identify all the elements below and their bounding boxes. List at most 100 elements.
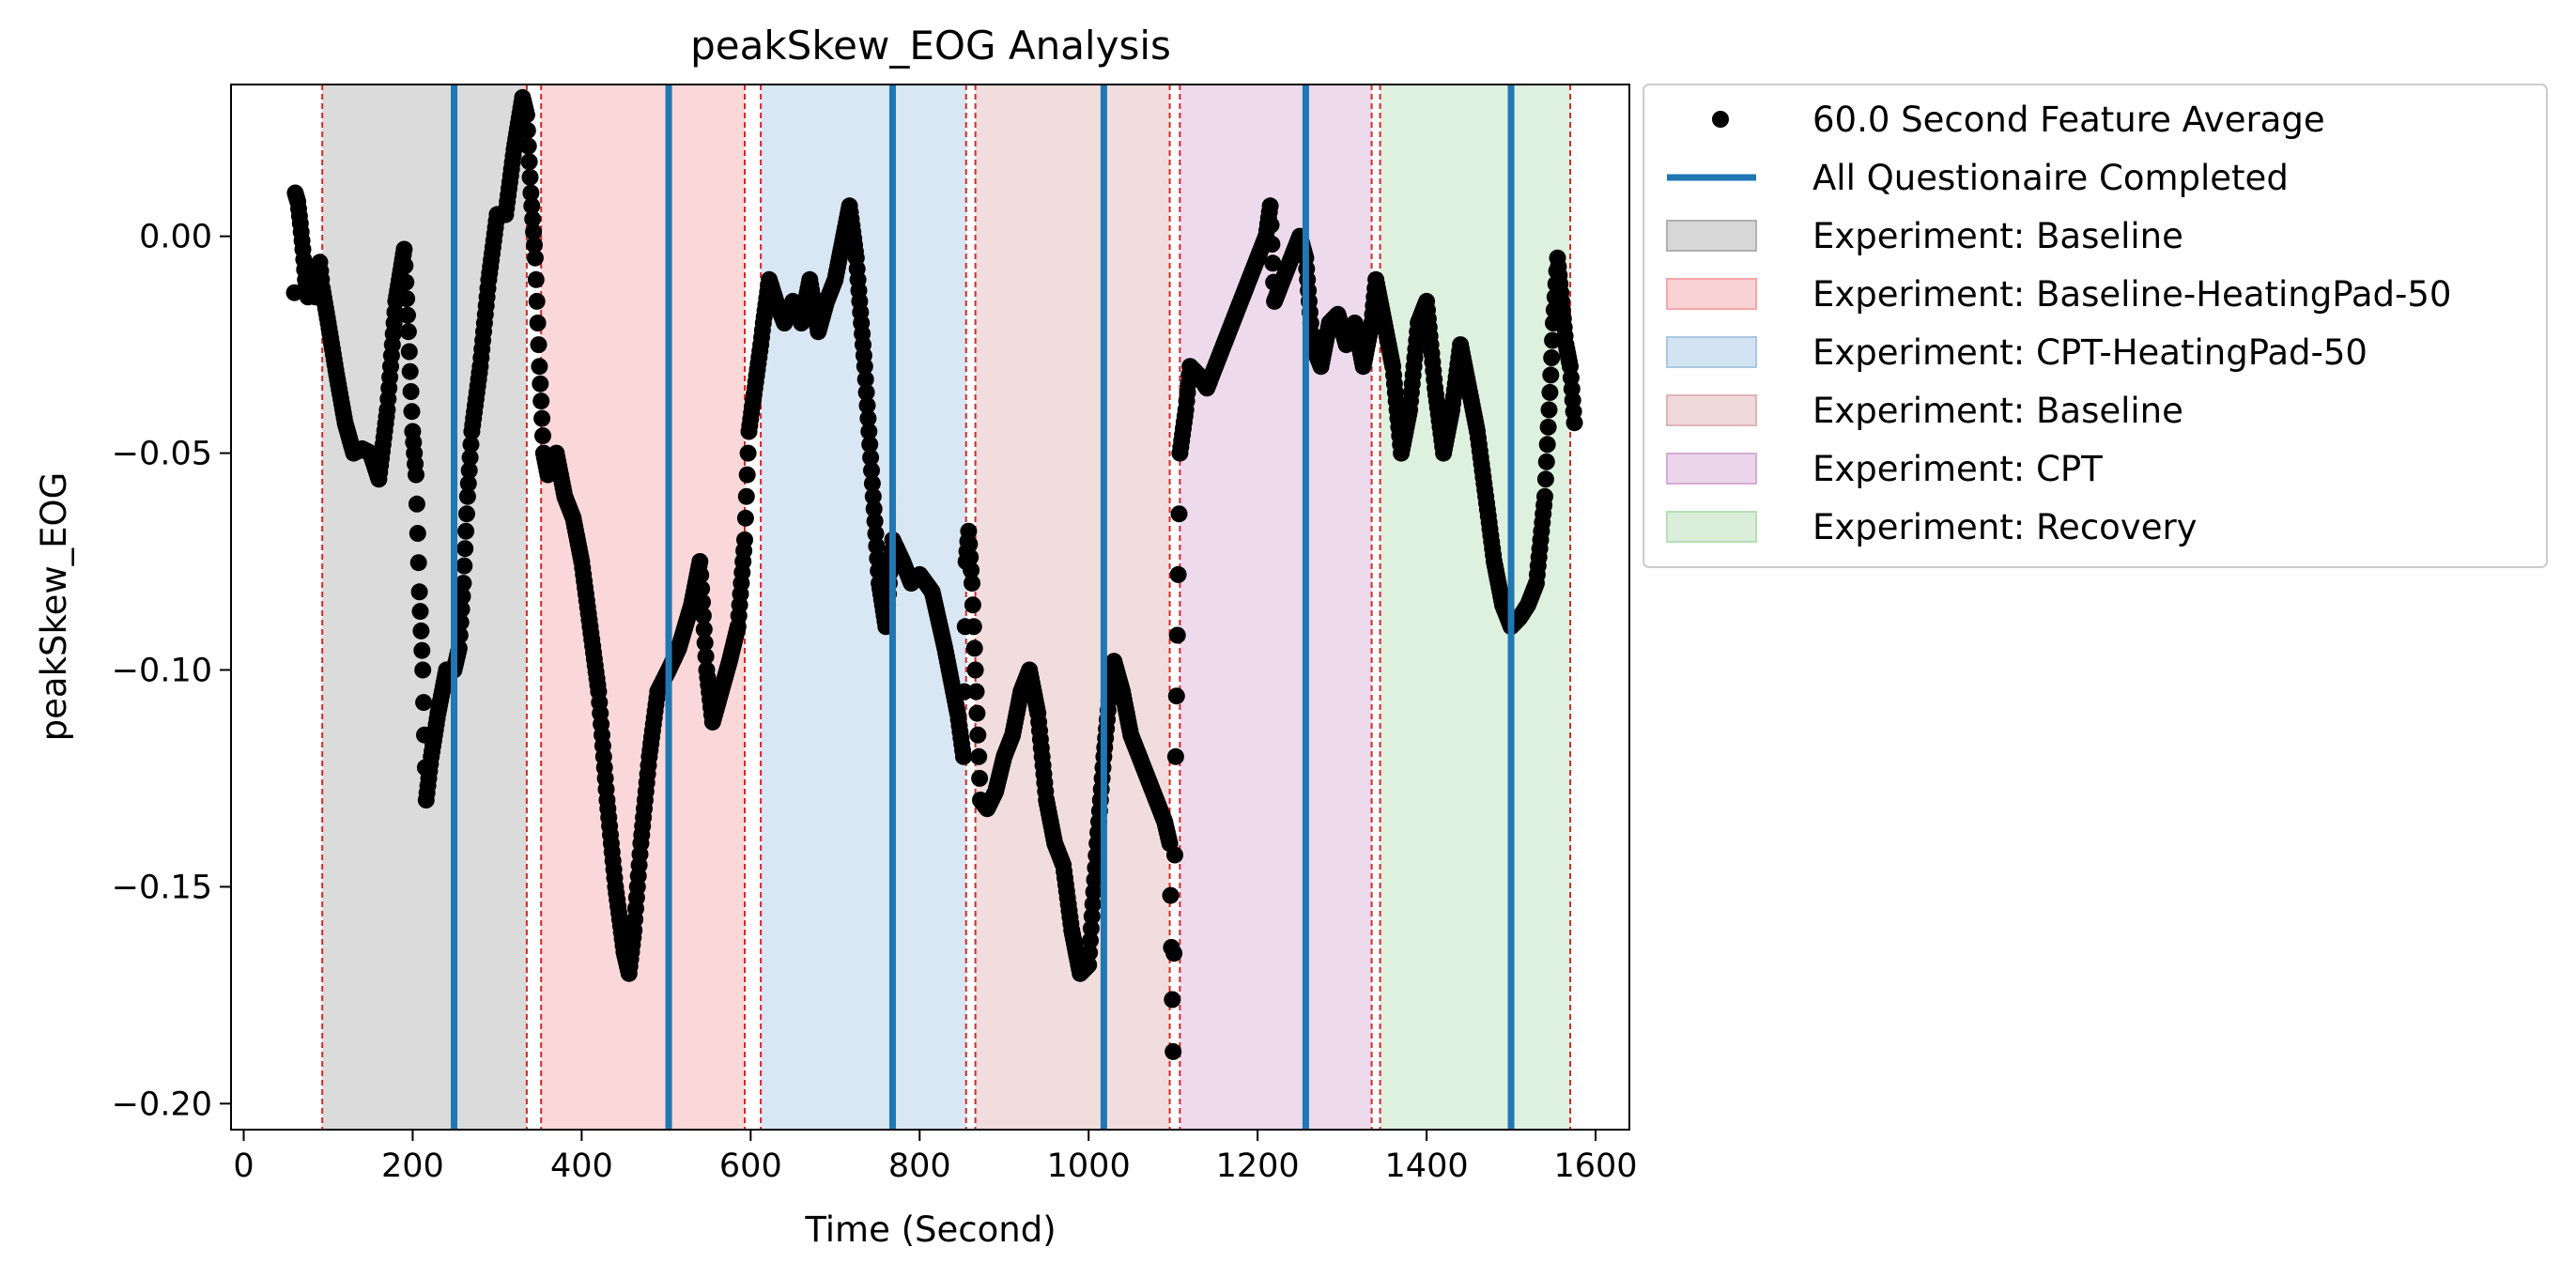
data-point bbox=[869, 549, 887, 567]
data-point bbox=[395, 240, 413, 258]
data-point bbox=[962, 548, 979, 566]
data-point bbox=[1264, 254, 1282, 272]
data-point bbox=[526, 249, 544, 267]
plot-frame bbox=[230, 84, 1630, 1131]
data-point bbox=[530, 336, 548, 354]
data-point bbox=[523, 197, 541, 215]
data-point bbox=[457, 522, 475, 540]
experiment-spans bbox=[322, 85, 1571, 1130]
data-point bbox=[964, 618, 982, 636]
data-point bbox=[1083, 907, 1101, 925]
data-point bbox=[694, 607, 712, 624]
data-point bbox=[396, 257, 414, 274]
data-point bbox=[455, 575, 472, 593]
data-point bbox=[400, 343, 418, 361]
legend-patch-swatch bbox=[1666, 336, 1757, 368]
data-point bbox=[963, 562, 980, 579]
legend-patch-swatch bbox=[1666, 220, 1757, 252]
data-point bbox=[520, 153, 538, 171]
data-point bbox=[860, 423, 878, 440]
data-point bbox=[1166, 846, 1183, 864]
data-point bbox=[966, 661, 984, 679]
data-point bbox=[1263, 236, 1281, 253]
legend: 60.0 Second Feature Average All Questiona… bbox=[1643, 84, 2548, 568]
legend-label: Experiment: Baseline-HeatingPad-50 bbox=[1812, 274, 2451, 315]
data-point bbox=[1566, 414, 1583, 432]
data-point bbox=[526, 236, 543, 254]
legend-items: 60.0 Second Feature Average All Questiona… bbox=[1666, 100, 2451, 547]
x-tick-label: 800 bbox=[888, 1147, 951, 1185]
data-point bbox=[863, 474, 881, 492]
data-point bbox=[1087, 859, 1104, 877]
data-point bbox=[412, 622, 430, 639]
data-point bbox=[967, 683, 985, 701]
data-point bbox=[693, 579, 711, 597]
data-point bbox=[1085, 883, 1103, 901]
y-tick-label: −0.20 bbox=[112, 1086, 212, 1123]
data-point bbox=[970, 747, 988, 765]
data-point bbox=[856, 358, 873, 376]
data-point bbox=[1084, 895, 1102, 913]
data-point bbox=[460, 462, 478, 479]
data-point bbox=[961, 535, 979, 553]
data-point bbox=[525, 223, 543, 240]
data-point bbox=[971, 769, 989, 787]
data-point bbox=[738, 466, 756, 484]
data-point bbox=[1170, 505, 1188, 523]
data-point bbox=[1082, 919, 1100, 937]
data-point bbox=[736, 531, 753, 548]
y-axis-label: peakSkew_EOG bbox=[34, 472, 74, 742]
data-point bbox=[862, 449, 880, 467]
data-point bbox=[399, 323, 417, 341]
data-point bbox=[458, 487, 476, 505]
x-tick-label: 400 bbox=[550, 1147, 613, 1185]
data-point bbox=[409, 525, 426, 542]
y-axis-ticks: 0.00 −0.05 −0.10 −0.15 −0.20 bbox=[112, 219, 231, 1123]
legend-label: 60.0 Second Feature Average bbox=[1812, 100, 2325, 140]
data-point bbox=[522, 184, 540, 202]
data-point bbox=[1081, 944, 1099, 962]
data-point bbox=[1164, 991, 1181, 1009]
data-point bbox=[408, 466, 424, 484]
data-point bbox=[533, 409, 551, 427]
x-tick-label: 1400 bbox=[1385, 1147, 1469, 1185]
plot-area bbox=[285, 85, 1583, 1130]
y-tick-label: 0.00 bbox=[139, 219, 212, 256]
data-point bbox=[736, 509, 754, 527]
legend-label: All Questionaire Completed bbox=[1812, 158, 2289, 198]
data-point bbox=[397, 273, 415, 291]
data-point bbox=[528, 292, 546, 310]
data-point bbox=[398, 290, 416, 308]
data-point bbox=[1168, 626, 1186, 644]
data-point bbox=[1086, 871, 1103, 888]
data-point bbox=[399, 306, 416, 324]
data-point bbox=[1261, 197, 1279, 215]
x-tick-label: 1600 bbox=[1553, 1147, 1637, 1185]
x-tick-label: 1200 bbox=[1216, 1147, 1300, 1185]
legend-label: Experiment: Baseline bbox=[1812, 391, 2183, 431]
y-tick-label: −0.10 bbox=[112, 652, 212, 689]
legend-patch-swatch bbox=[1666, 511, 1757, 543]
data-point bbox=[863, 462, 880, 479]
data-point bbox=[453, 600, 470, 618]
data-point bbox=[691, 553, 709, 570]
data-point bbox=[532, 393, 550, 410]
data-point bbox=[861, 436, 879, 454]
data-point bbox=[1165, 945, 1183, 962]
x-axis-label: Time (Second) bbox=[804, 1209, 1056, 1250]
data-point bbox=[1542, 366, 1560, 384]
feature-average-points bbox=[285, 88, 1583, 1060]
data-point bbox=[864, 487, 882, 505]
data-point bbox=[964, 575, 980, 593]
data-point bbox=[865, 500, 883, 517]
data-point bbox=[1538, 436, 1556, 454]
x-tick-label: 200 bbox=[381, 1147, 444, 1185]
legend-patch-swatch bbox=[1666, 394, 1757, 426]
data-point bbox=[1537, 453, 1555, 470]
data-point bbox=[455, 557, 473, 575]
data-point bbox=[694, 593, 711, 611]
data-point bbox=[415, 694, 433, 712]
data-point bbox=[857, 383, 875, 401]
y-tick-label: −0.05 bbox=[112, 436, 212, 473]
legend-label: Experiment: CPT-HeatingPad-50 bbox=[1812, 332, 2368, 373]
